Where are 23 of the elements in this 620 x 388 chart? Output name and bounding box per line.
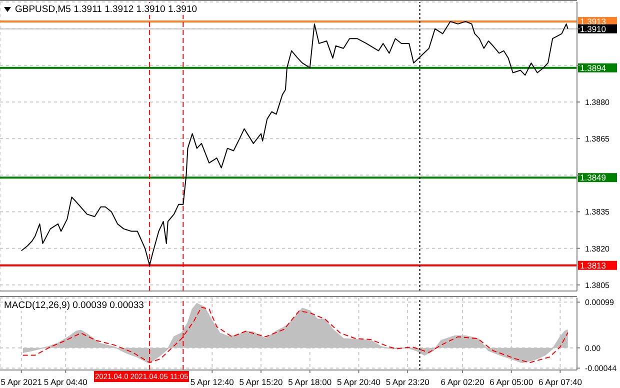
ref-line-label: 1.3894: [580, 62, 606, 73]
chart-title: MACD(12,26,9) 0.00039 0.00033: [4, 300, 144, 311]
y-tick-label: 1.3865: [585, 134, 610, 144]
y-tick-label: -0.00044: [585, 364, 618, 374]
ref-line-label: 1.3849: [580, 172, 606, 183]
chart-title: GBPUSD,M5 1.3911 1.3912 1.3910 1.3910: [15, 4, 198, 15]
x-tick-label: 5 Apr 2021: [0, 377, 42, 387]
x-tick-label: 5 Apr 23:20: [386, 377, 430, 387]
x-tick-label: 5 Apr 18:00: [288, 377, 332, 387]
y-tick-label: 1.3880: [585, 98, 610, 107]
y-tick-label: 1.3820: [585, 244, 610, 254]
x-tick-label: 5 Apr 12:40: [190, 377, 234, 387]
ref-line-label: 1.3813: [580, 260, 606, 270]
x-tick-label: 5 Apr 15:20: [239, 377, 284, 387]
x-tick-label: 6 Apr 05:00: [490, 377, 534, 387]
x-tick-label: 5 Apr 04:40: [44, 377, 88, 387]
x-tick-label: 5 Apr 20:40: [336, 377, 381, 387]
y-tick-label: 0.00: [585, 344, 602, 353]
y-tick-label: 1.3835: [585, 208, 610, 217]
y-tick-label: 1.3805: [585, 280, 610, 290]
x-tick-label: 6 Apr 07:40: [538, 377, 582, 387]
x-tick-label: 6 Apr 02:20: [440, 377, 485, 387]
y-tick-label: 0.00099: [585, 298, 614, 308]
